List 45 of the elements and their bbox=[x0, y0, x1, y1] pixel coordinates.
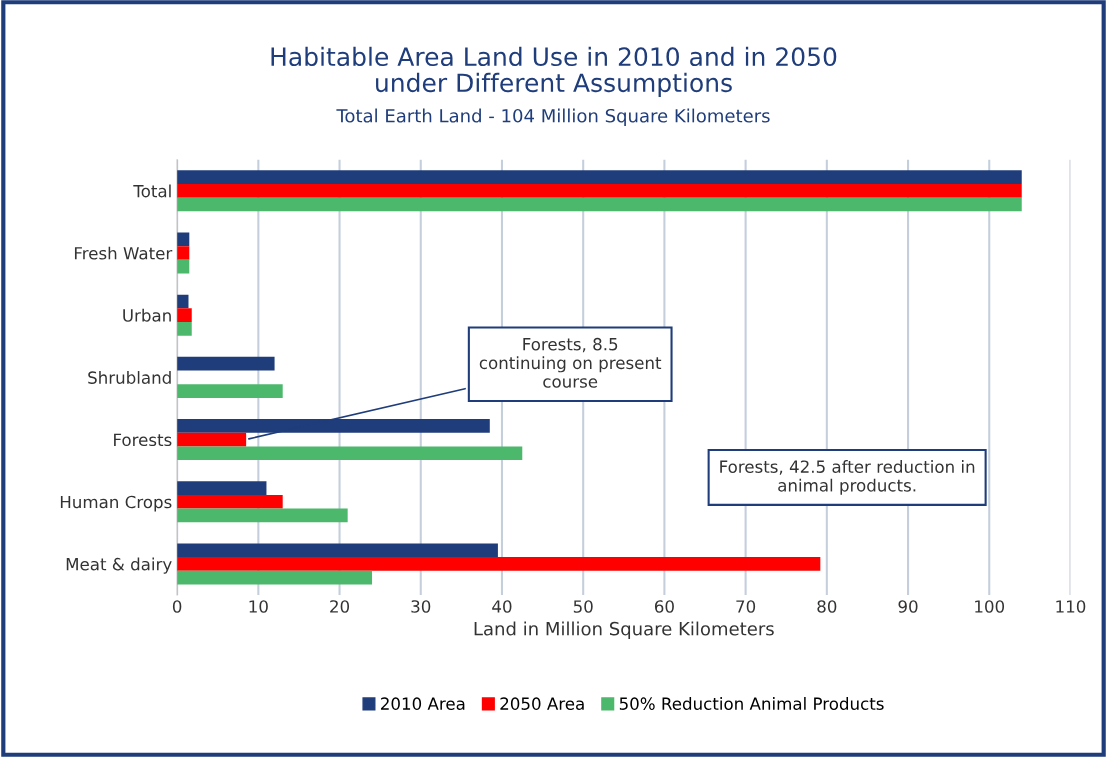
y-tick-label: Total bbox=[133, 184, 171, 198]
annotation: Forests, 42.5 after reduction in animal products. bbox=[720, 460, 975, 495]
chart-title: Habitable Area Land Use in 2010 and in 2050 under Different Assumptions bbox=[271, 46, 837, 98]
bar bbox=[177, 481, 267, 495]
x-tick-label: 100 bbox=[975, 600, 1005, 613]
bar bbox=[177, 446, 523, 461]
x-tick-label: 50 bbox=[573, 600, 593, 613]
y-tick-label: Human Crops bbox=[60, 495, 172, 512]
bar bbox=[177, 557, 821, 571]
bar bbox=[177, 232, 190, 247]
bar bbox=[177, 322, 192, 336]
bar bbox=[177, 356, 275, 371]
legend-label: 2010 Area bbox=[381, 697, 465, 710]
x-tick-label: 60 bbox=[654, 600, 674, 613]
bar bbox=[177, 494, 283, 509]
bar bbox=[177, 508, 348, 523]
bar bbox=[177, 384, 283, 398]
bar bbox=[177, 197, 1022, 212]
x-tick-label: 90 bbox=[898, 600, 918, 613]
x-tick-label: 40 bbox=[492, 600, 512, 613]
x-axis-title: Land in Million Square Kilometers bbox=[474, 621, 774, 640]
y-tick-label: Fresh Water bbox=[74, 246, 173, 260]
x-tick-label: 110 bbox=[1056, 600, 1086, 613]
y-tick-label: Meat & dairy bbox=[66, 557, 172, 574]
x-tick-label: 80 bbox=[817, 600, 837, 613]
x-tick-label: 20 bbox=[330, 600, 350, 613]
x-tick-label: 0 bbox=[172, 600, 182, 613]
bar bbox=[177, 170, 1022, 184]
y-tick-label: Forests bbox=[114, 433, 172, 447]
chart-subtitle: Total Earth Land - 104 Million Square Kilometers bbox=[336, 108, 770, 127]
annotation: Forests, 8.5 continuing on present course bbox=[479, 337, 662, 388]
legend-label: 2050 Area bbox=[500, 697, 584, 710]
bar bbox=[177, 570, 373, 585]
bar bbox=[177, 543, 498, 558]
x-tick-label: 70 bbox=[736, 600, 756, 613]
bar bbox=[177, 183, 1022, 198]
x-tick-label: 30 bbox=[411, 600, 431, 613]
legend-label: 50% Reduction Animal Products bbox=[619, 697, 884, 710]
y-tick-label: Shrubland bbox=[88, 371, 171, 384]
x-tick-label: 10 bbox=[249, 600, 268, 613]
bar bbox=[177, 308, 192, 323]
bar bbox=[177, 259, 190, 274]
bar bbox=[177, 432, 247, 447]
bar bbox=[177, 246, 190, 260]
y-tick-label: Urban bbox=[123, 308, 171, 322]
